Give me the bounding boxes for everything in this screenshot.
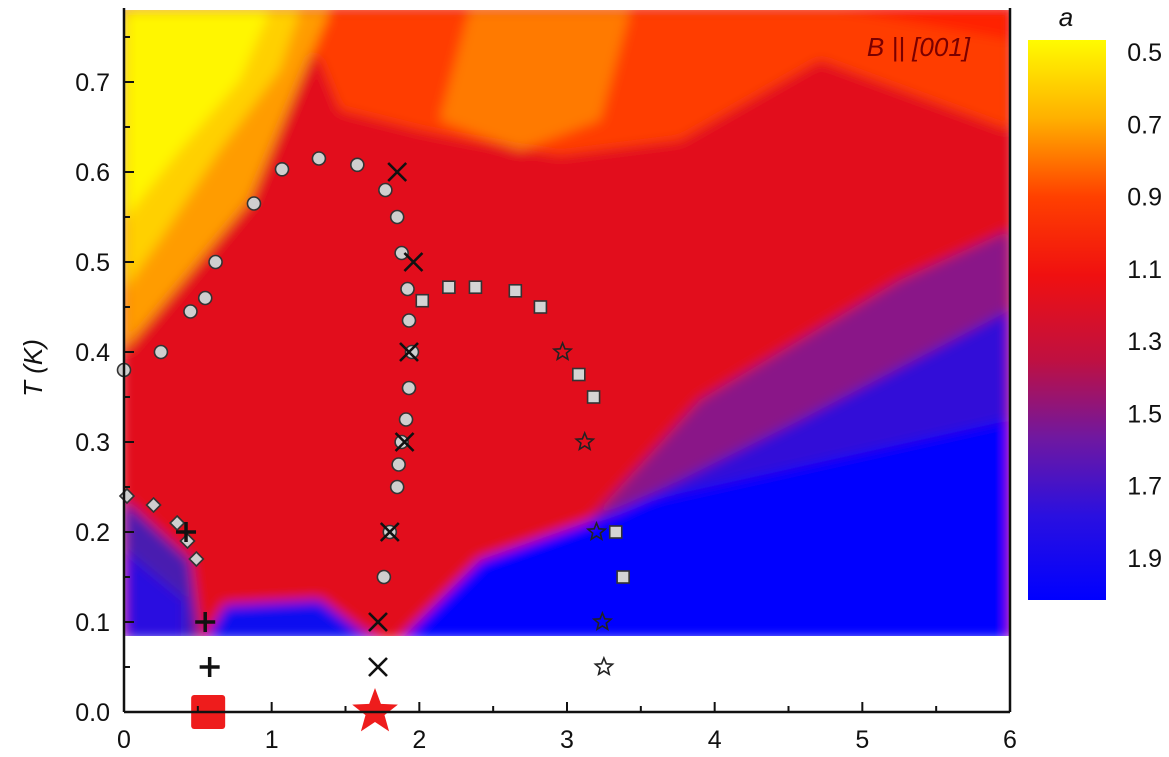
y-tick-label: 0.2 <box>75 519 110 547</box>
circle-point <box>398 412 414 427</box>
circle-point <box>401 380 417 396</box>
colorbar-gradient <box>1028 40 1106 600</box>
circle-point <box>389 209 405 225</box>
y-tick-label: 0.1 <box>75 609 110 637</box>
y-tick-label: 0.6 <box>75 159 110 187</box>
cross-point <box>379 522 400 542</box>
colorbar-ticks: 0.5 0.7 0.9 1.1 1.3 1.5 1.7 1.9 <box>1127 39 1162 573</box>
colorbar-tick-label: 0.7 <box>1127 111 1162 139</box>
circle-point <box>197 290 213 306</box>
y-tick-label: 0.0 <box>75 699 110 727</box>
diamond-point <box>188 550 205 568</box>
circle-point <box>389 479 405 495</box>
circle-point <box>378 182 393 198</box>
circle-point <box>246 196 262 211</box>
data-markers <box>116 151 630 732</box>
circle-point <box>401 313 417 328</box>
colorbar-label: a <box>1059 2 1073 32</box>
star-point <box>551 340 574 362</box>
circle-point <box>404 344 420 360</box>
colorbar-tick-label: 0.9 <box>1127 184 1162 212</box>
star-point <box>585 520 608 542</box>
x-tick-label: 5 <box>855 726 869 754</box>
plus-point <box>199 657 220 677</box>
field-direction-annotation: B || [001] <box>867 32 971 62</box>
cross-point <box>399 342 419 362</box>
x-tick-label: 2 <box>412 726 426 754</box>
square-point <box>508 283 523 298</box>
filled-star-marker <box>352 688 398 732</box>
square-point <box>468 280 483 295</box>
colorbar-tick-label: 0.5 <box>1127 39 1162 67</box>
colorbar-tick-label: 1.9 <box>1127 545 1162 573</box>
square-point <box>608 525 623 539</box>
diamond-point <box>169 514 186 532</box>
square-point <box>415 293 430 308</box>
cross-point <box>368 657 388 677</box>
colorbar-tick-label: 1.5 <box>1127 400 1162 428</box>
diamond-point <box>145 496 162 514</box>
x-tick-label: 6 <box>1003 726 1017 754</box>
x-tick-label: 0 <box>117 726 131 754</box>
square-point <box>616 570 630 584</box>
colorbar-tick-label: 1.3 <box>1127 328 1162 356</box>
circle-point <box>400 281 415 297</box>
y-tick-label: 0.5 <box>75 249 110 277</box>
cross-point <box>368 612 388 632</box>
plus-point <box>176 522 197 542</box>
cross-point <box>387 162 408 182</box>
x-tick-label: 4 <box>708 726 722 754</box>
star-point <box>591 610 614 632</box>
y-ticks: 0.0 0.1 0.2 0.3 0.4 0.5 0.6 0.7 <box>75 36 134 727</box>
colorbar: a 0.5 0.7 0.9 1.1 1.3 1.5 1.7 1.9 <box>1028 2 1162 600</box>
square-point <box>442 280 456 295</box>
circle-point <box>376 569 392 585</box>
colorbar-tick-label: 1.1 <box>1127 256 1162 284</box>
cross-point <box>394 432 415 452</box>
circle-point <box>274 162 290 177</box>
circle-point <box>394 245 409 261</box>
circle-point <box>153 344 169 360</box>
circle-point <box>350 157 365 173</box>
square-point <box>533 300 548 314</box>
star-point <box>574 430 596 452</box>
square-point <box>586 390 601 404</box>
circle-point <box>391 457 406 472</box>
circle-point <box>208 254 223 270</box>
y-axis-title: T (K) <box>18 339 48 397</box>
y-tick-label: 0.7 <box>75 69 110 97</box>
square-point <box>572 367 586 382</box>
circle-point <box>394 434 409 450</box>
y-tick-label: 0.4 <box>75 339 110 367</box>
x-tick-label: 1 <box>265 726 279 754</box>
plus-point <box>195 612 216 632</box>
star-point <box>593 655 615 677</box>
heatmap <box>124 10 1010 710</box>
y-tick-label: 0.3 <box>75 429 110 457</box>
circle-point <box>311 151 327 166</box>
x-tick-label: 3 <box>560 726 574 754</box>
cross-point <box>403 252 424 272</box>
x-ticks: 0 1 2 3 4 5 6 <box>117 702 1017 754</box>
colorbar-tick-label: 1.7 <box>1127 473 1162 501</box>
circle-point <box>183 304 198 319</box>
